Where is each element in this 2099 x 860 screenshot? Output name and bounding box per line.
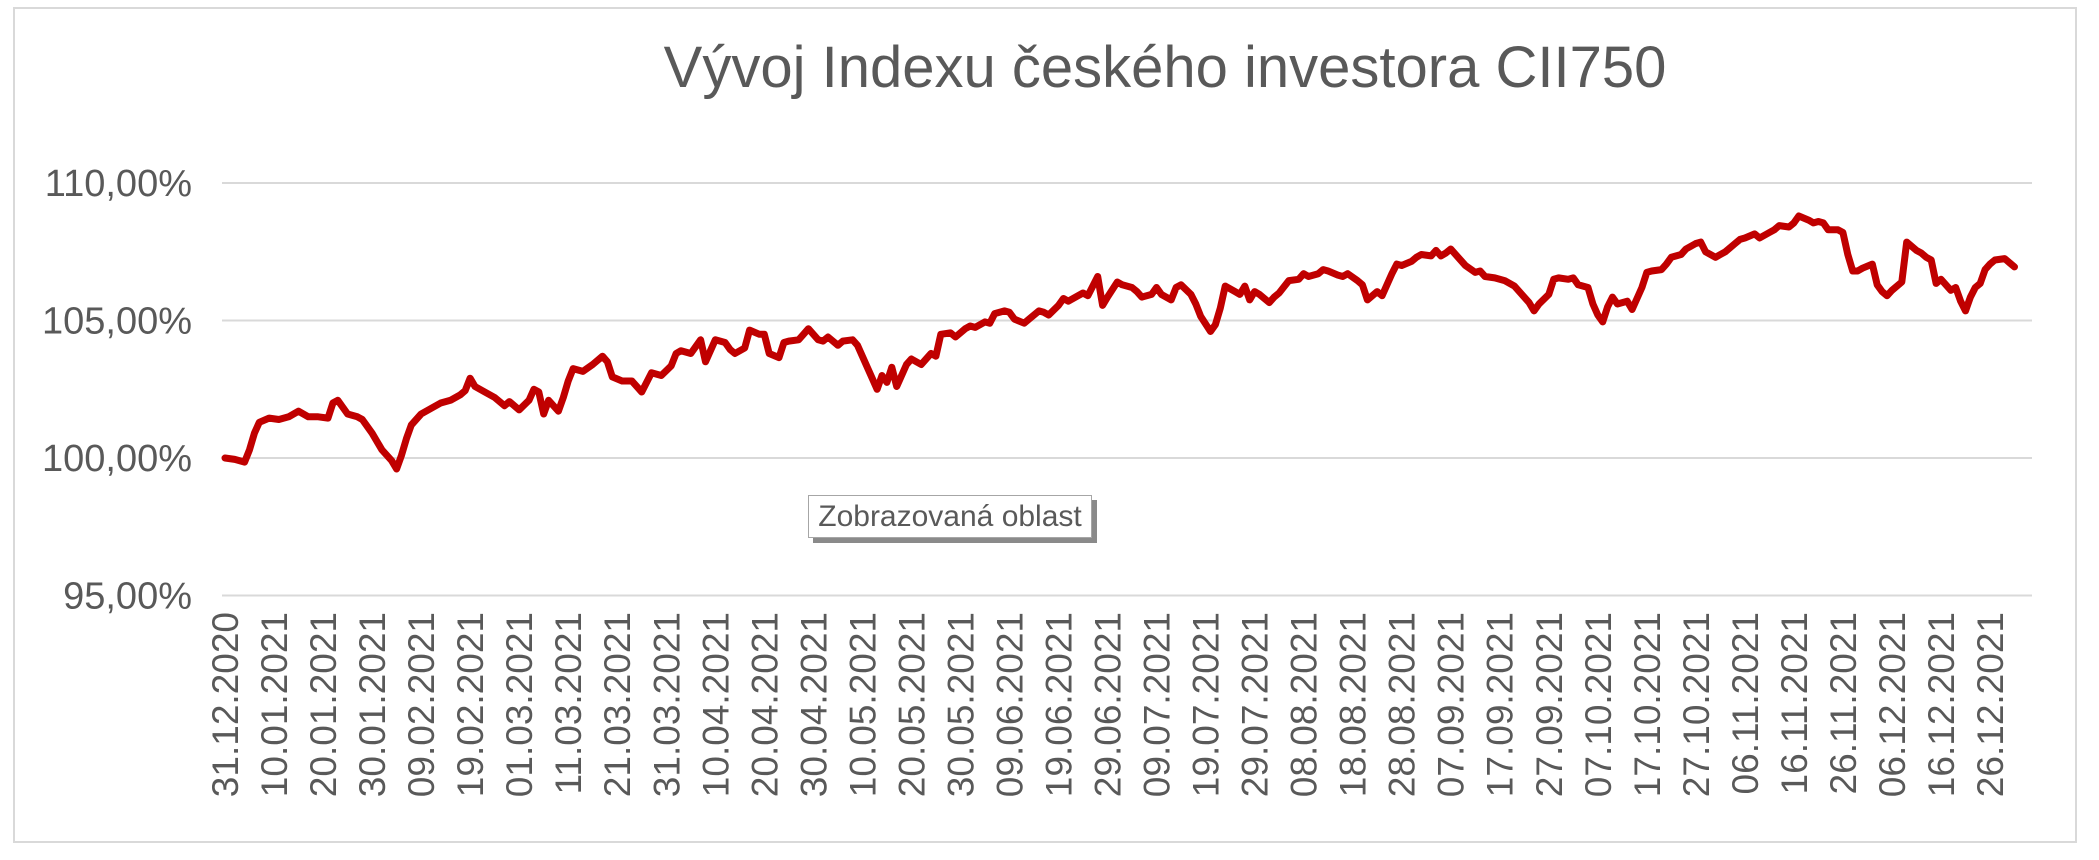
x-tick-label: 19.06.2021 [1039,612,1080,797]
x-tick-label: 20.01.2021 [303,612,344,797]
x-tick-label: 10.01.2021 [254,612,295,797]
x-tick-label: 09.02.2021 [401,612,442,797]
x-tick-label: 11.03.2021 [548,612,589,794]
x-tick-label: 20.04.2021 [744,612,785,797]
chart-frame [13,7,2077,843]
x-tick-label: 29.07.2021 [1235,612,1276,797]
x-tick-label: 16.11.2021 [1774,612,1815,794]
x-tick-label: 30.01.2021 [352,612,393,797]
y-tick-label: 105,00% [42,301,192,343]
y-tick-label: 95,00% [63,576,192,618]
x-tick-label: 01.03.2021 [499,612,540,797]
x-tick-label: 31.03.2021 [646,612,687,797]
annotation-text-box[interactable]: Zobrazovaná oblast [808,495,1092,538]
x-tick-label: 19.07.2021 [1186,612,1227,797]
x-tick-label: 29.06.2021 [1088,612,1129,797]
x-tick-label: 26.11.2021 [1823,612,1864,794]
x-tick-label: 18.08.2021 [1333,612,1374,797]
chart-title: Vývoj Indexu českého investora CII750 [663,35,1667,100]
x-tick-label: 10.05.2021 [842,612,883,797]
x-tick-label: 06.11.2021 [1725,612,1766,794]
x-tick-label: 31.12.2020 [205,612,246,797]
x-tick-label: 27.09.2021 [1529,612,1570,797]
x-tick-label: 16.12.2021 [1921,612,1962,797]
annotation-label: Zobrazovaná oblast [818,499,1082,533]
series-line-cii750 [221,212,2018,473]
x-tick-label: 07.09.2021 [1431,612,1472,797]
x-tick-label: 20.05.2021 [891,612,932,797]
x-tick-label: 21.03.2021 [597,612,638,797]
x-tick-label: 10.04.2021 [695,612,736,797]
x-tick-label: 19.02.2021 [450,612,491,797]
x-tick-label: 17.10.2021 [1627,612,1668,797]
x-tick-label: 30.04.2021 [793,612,834,797]
x-tick-label: 09.07.2021 [1137,612,1178,797]
x-tick-label: 08.08.2021 [1284,612,1325,797]
x-tick-label: 09.06.2021 [989,612,1030,797]
x-tick-label: 28.08.2021 [1382,612,1423,797]
x-tick-label: 06.12.2021 [1872,612,1913,797]
x-tick-label: 30.05.2021 [940,612,981,797]
y-tick-label: 100,00% [42,438,192,480]
y-tick-label: 110,00% [45,163,192,205]
x-tick-label: 07.10.2021 [1578,612,1619,797]
x-tick-label: 27.10.2021 [1676,612,1717,797]
x-tick-label: 26.12.2021 [1970,612,2011,797]
x-tick-label: 17.09.2021 [1480,612,1521,797]
